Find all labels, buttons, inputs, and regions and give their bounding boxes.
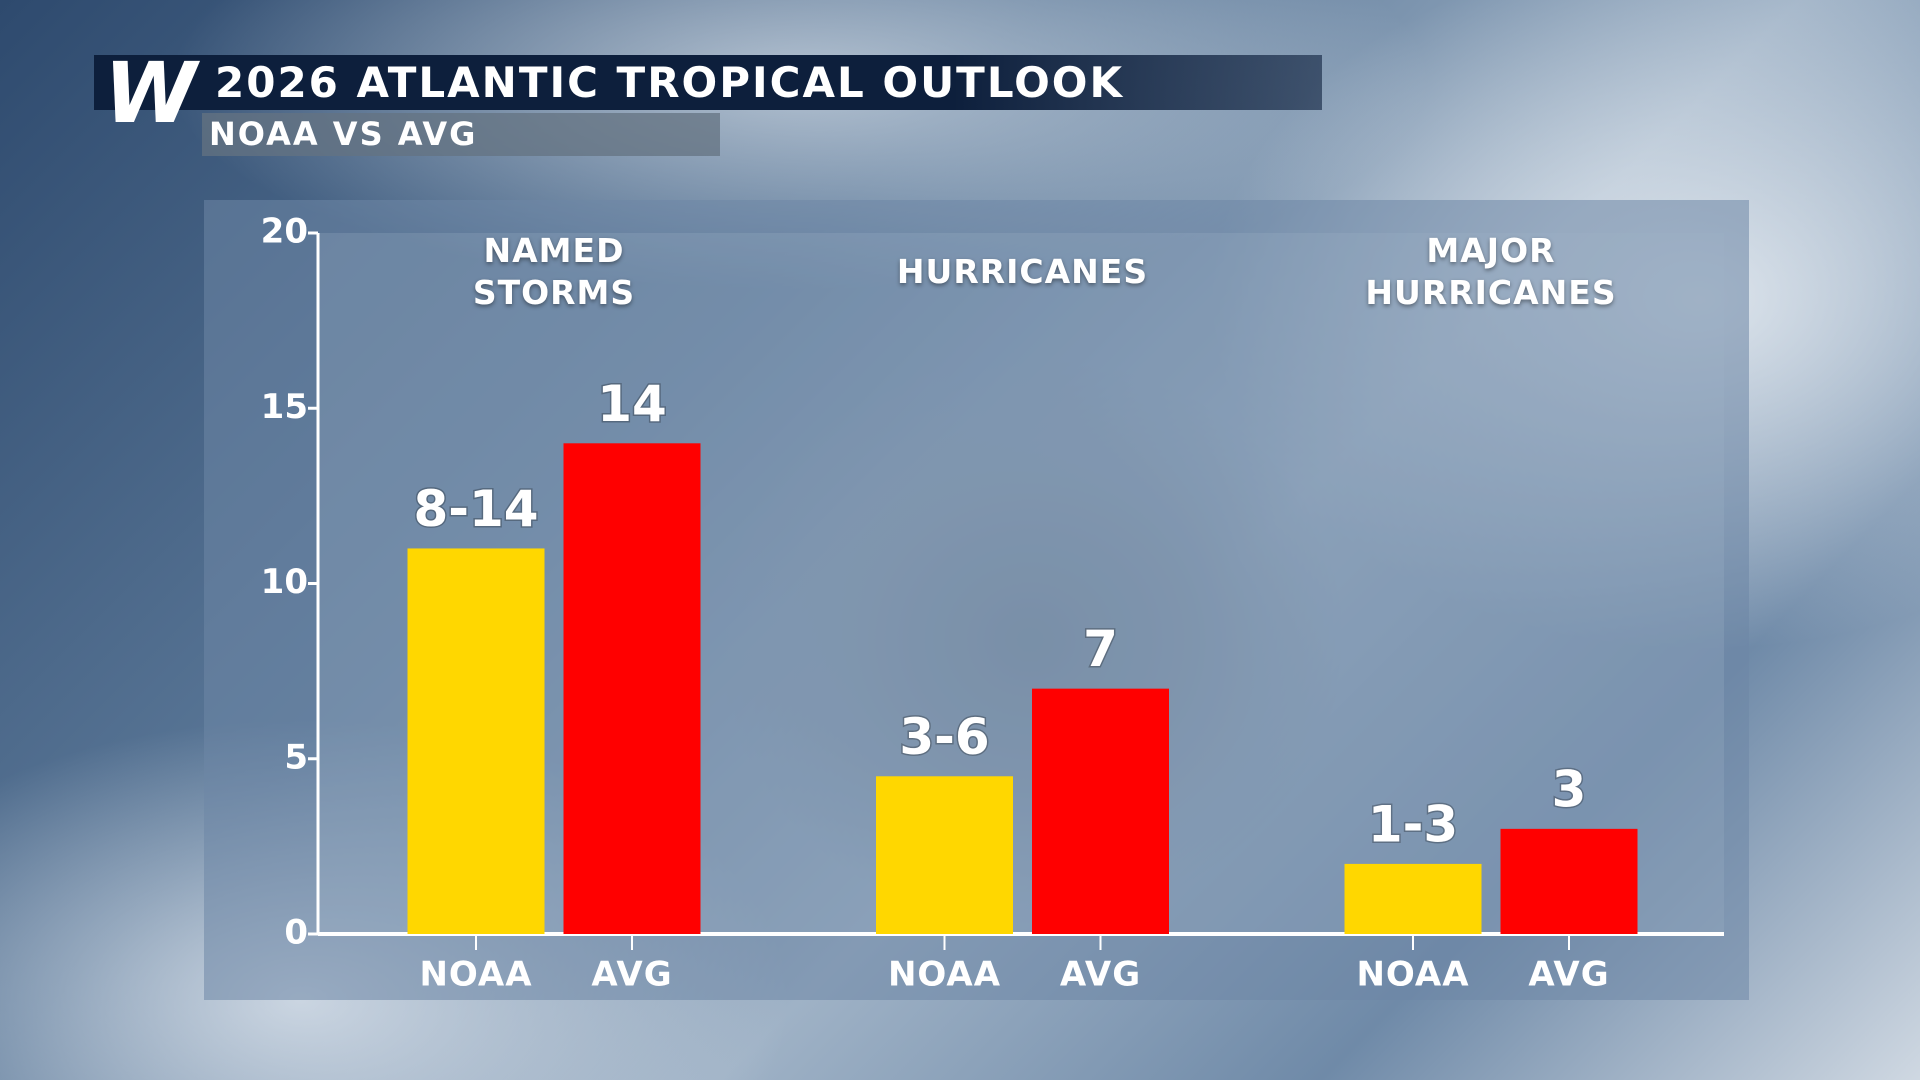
x-tick-label: NOAA [888, 955, 1001, 995]
y-tick-label: 15 [261, 387, 308, 427]
y-tick-label: 5 [284, 737, 308, 777]
bar [407, 548, 545, 934]
x-tick-label: AVG [591, 955, 672, 995]
group-title: MAJOR HURRICANES [1365, 231, 1617, 312]
title: 2026 ATLANTIC TROPICAL OUTLOOK [215, 58, 1125, 107]
bar [563, 443, 701, 934]
y-tick-label: 20 [261, 212, 308, 252]
x-tick-label: AVG [1060, 955, 1141, 995]
y-tick-label: 0 [284, 913, 308, 953]
value-label: 8-14 [413, 480, 538, 538]
x-tick-label: AVG [1528, 955, 1609, 995]
logo: W [104, 44, 197, 142]
subtitle: NOAA VS AVG [209, 115, 478, 153]
x-tick-label: NOAA [1356, 955, 1469, 995]
subtitle-bar [202, 113, 720, 156]
value-label: 14 [597, 375, 667, 433]
y-tick-label: 10 [261, 562, 308, 602]
bar [1032, 688, 1169, 934]
x-tick-label: NOAA [419, 955, 532, 995]
value-label: 3-6 [899, 708, 989, 766]
group-title: HURRICANES [896, 252, 1149, 291]
title-bar [94, 55, 1322, 110]
group-title: NAMED STORMS [472, 231, 636, 312]
plot-area [318, 233, 1724, 934]
bar [876, 776, 1013, 934]
value-label: 3 [1552, 760, 1587, 818]
value-label: 7 [1083, 620, 1118, 678]
value-label: 1-3 [1368, 795, 1458, 853]
bar [1500, 828, 1638, 934]
bar [1344, 863, 1482, 934]
